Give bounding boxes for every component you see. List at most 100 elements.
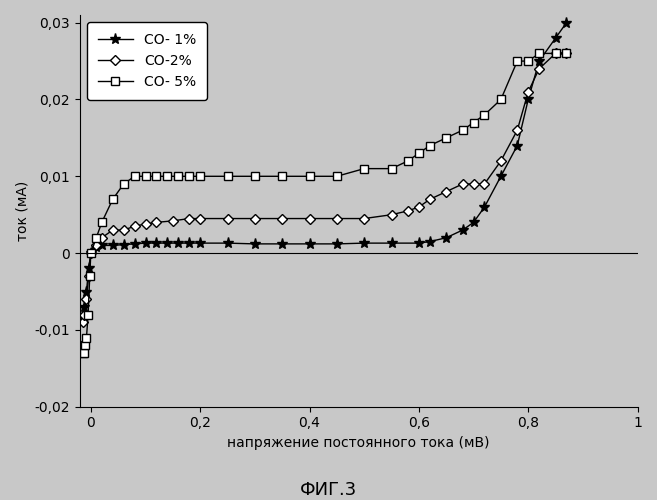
CO-2% — [480, 181, 488, 187]
CO- 5% — [80, 350, 88, 356]
CO- 5% — [552, 50, 560, 56]
CO- 5% — [141, 174, 149, 180]
CO- 5% — [79, 350, 87, 356]
CO- 1% — [87, 250, 95, 256]
CO- 1% — [480, 204, 488, 210]
CO- 1% — [524, 96, 532, 102]
CO- 1% — [442, 234, 450, 240]
CO- 5% — [524, 58, 532, 64]
CO- 1% — [83, 288, 91, 294]
CO- 1% — [93, 244, 101, 250]
CO-2% — [79, 319, 87, 325]
CO-2% — [552, 50, 560, 56]
CO- 1% — [85, 266, 93, 272]
CO-2% — [85, 273, 93, 279]
CO-2% — [196, 216, 204, 222]
CO-2% — [404, 208, 412, 214]
CO- 5% — [459, 127, 466, 133]
CO-2% — [141, 221, 149, 227]
CO-2% — [426, 196, 434, 202]
CO- 5% — [86, 273, 94, 279]
Line: CO- 5%: CO- 5% — [78, 49, 571, 357]
CO- 5% — [152, 174, 160, 180]
CO-2% — [524, 89, 532, 95]
CO-2% — [185, 216, 193, 222]
CO-2% — [513, 127, 521, 133]
CO- 1% — [562, 20, 570, 26]
CO- 5% — [279, 174, 286, 180]
CO- 5% — [120, 181, 127, 187]
CO- 5% — [251, 174, 259, 180]
CO-2% — [360, 216, 368, 222]
CO- 5% — [480, 112, 488, 118]
CO-2% — [223, 216, 231, 222]
CO- 5% — [164, 174, 171, 180]
CO- 1% — [141, 240, 149, 246]
CO- 1% — [306, 241, 313, 247]
CO-2% — [333, 216, 341, 222]
CO- 5% — [562, 50, 570, 56]
CO- 1% — [251, 241, 259, 247]
CO-2% — [388, 212, 396, 218]
CO-2% — [152, 220, 160, 226]
CO-2% — [80, 312, 88, 318]
Line: CO-2%: CO-2% — [79, 50, 570, 326]
CO- 5% — [93, 234, 101, 240]
CO- 5% — [87, 250, 95, 256]
CO- 1% — [279, 241, 286, 247]
CO-2% — [442, 188, 450, 194]
CO-2% — [251, 216, 259, 222]
CO- 5% — [98, 220, 106, 226]
CO- 5% — [131, 174, 139, 180]
CO- 1% — [131, 241, 139, 247]
CO- 1% — [223, 240, 231, 246]
CO-2% — [83, 296, 91, 302]
CO-2% — [497, 158, 505, 164]
CO- 5% — [196, 174, 204, 180]
CO-2% — [120, 227, 127, 233]
CO-2% — [169, 218, 177, 224]
CO- 5% — [81, 342, 89, 348]
CO- 1% — [120, 242, 127, 248]
CO- 5% — [174, 174, 182, 180]
CO- 1% — [185, 240, 193, 246]
CO- 5% — [84, 312, 92, 318]
CO- 5% — [404, 158, 412, 164]
CO- 1% — [333, 241, 341, 247]
CO-2% — [93, 242, 101, 248]
CO-2% — [535, 66, 543, 72]
CO- 1% — [459, 227, 466, 233]
CO-2% — [470, 181, 478, 187]
CO- 1% — [415, 240, 423, 246]
CO-2% — [459, 181, 466, 187]
CO- 5% — [360, 166, 368, 172]
Line: CO- 1%: CO- 1% — [77, 17, 572, 320]
CO- 1% — [552, 35, 560, 41]
CO-2% — [87, 250, 95, 256]
CO- 1% — [388, 240, 396, 246]
Y-axis label: ток (мА): ток (мА) — [15, 180, 29, 241]
CO- 1% — [80, 304, 88, 310]
CO- 5% — [388, 166, 396, 172]
CO- 1% — [98, 242, 106, 248]
CO- 5% — [333, 174, 341, 180]
CO- 5% — [83, 334, 91, 340]
CO- 1% — [109, 242, 117, 248]
CO- 5% — [497, 96, 505, 102]
CO- 1% — [174, 240, 182, 246]
CO-2% — [415, 204, 423, 210]
CO- 5% — [415, 150, 423, 156]
CO-2% — [279, 216, 286, 222]
CO- 5% — [535, 50, 543, 56]
Text: ФИГ.3: ФИГ.3 — [300, 481, 357, 499]
CO-2% — [98, 234, 106, 240]
CO- 5% — [306, 174, 313, 180]
CO-2% — [306, 216, 313, 222]
CO-2% — [131, 223, 139, 229]
CO- 5% — [470, 120, 478, 126]
X-axis label: напряжение постоянного тока (мВ): напряжение постоянного тока (мВ) — [227, 436, 490, 450]
CO- 1% — [470, 220, 478, 226]
CO- 1% — [497, 174, 505, 180]
CO- 1% — [196, 240, 204, 246]
CO- 1% — [513, 142, 521, 148]
